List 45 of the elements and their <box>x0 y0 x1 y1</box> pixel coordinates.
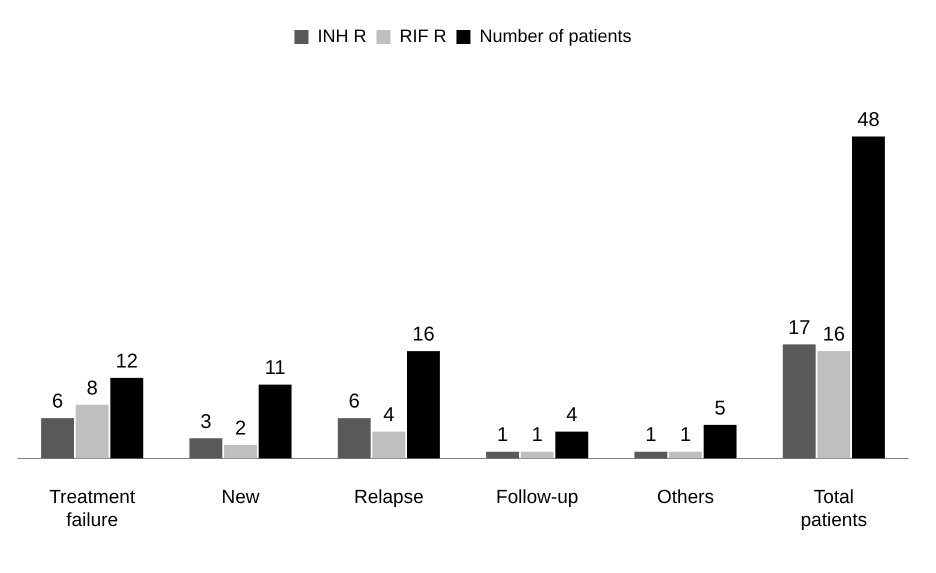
bar <box>189 438 222 458</box>
bar <box>224 444 257 458</box>
data-label: 1 <box>680 424 692 446</box>
data-label: 1 <box>645 424 656 446</box>
bar <box>852 136 885 458</box>
x-tick-label: Treatment failure <box>49 487 136 531</box>
bar <box>520 452 554 458</box>
data-label: 8 <box>86 377 98 400</box>
x-tick-label: New <box>221 487 260 508</box>
data-label: 16 <box>412 324 435 346</box>
data-label: 6 <box>348 390 360 413</box>
data-label: 1 <box>496 424 508 446</box>
data-label: 6 <box>52 390 64 413</box>
data-label: 12 <box>116 350 138 372</box>
data-label: 4 <box>383 404 394 426</box>
x-tick-label: Relapse <box>354 487 424 508</box>
bar <box>41 418 74 458</box>
bar <box>817 351 850 458</box>
data-label: 48 <box>857 108 880 131</box>
bar <box>407 351 440 458</box>
bar <box>486 452 519 458</box>
x-tick-label: Others <box>656 487 714 508</box>
bar <box>338 418 371 458</box>
x-tick-label: Total patients <box>800 487 868 531</box>
data-label: 5 <box>714 397 726 420</box>
bar <box>782 344 816 458</box>
data-label: 4 <box>566 404 578 426</box>
legend-label: RIF R <box>399 26 446 46</box>
x-tick-label: Follow-up <box>496 487 578 508</box>
data-label: 11 <box>264 357 286 380</box>
data-label: 16 <box>822 324 845 346</box>
legend-label: Number of patients <box>479 26 632 46</box>
data-label: 1 <box>532 424 543 446</box>
bar <box>669 452 702 458</box>
bar <box>110 378 144 458</box>
data-label: 17 <box>788 316 810 339</box>
bar <box>634 452 668 458</box>
legend-label: INH R <box>317 26 366 46</box>
bar <box>704 424 737 458</box>
bar <box>555 432 588 458</box>
bar <box>372 432 406 458</box>
data-label: 3 <box>200 410 212 433</box>
bar <box>258 384 292 458</box>
data-label: 2 <box>234 418 246 440</box>
bar <box>76 404 109 458</box>
